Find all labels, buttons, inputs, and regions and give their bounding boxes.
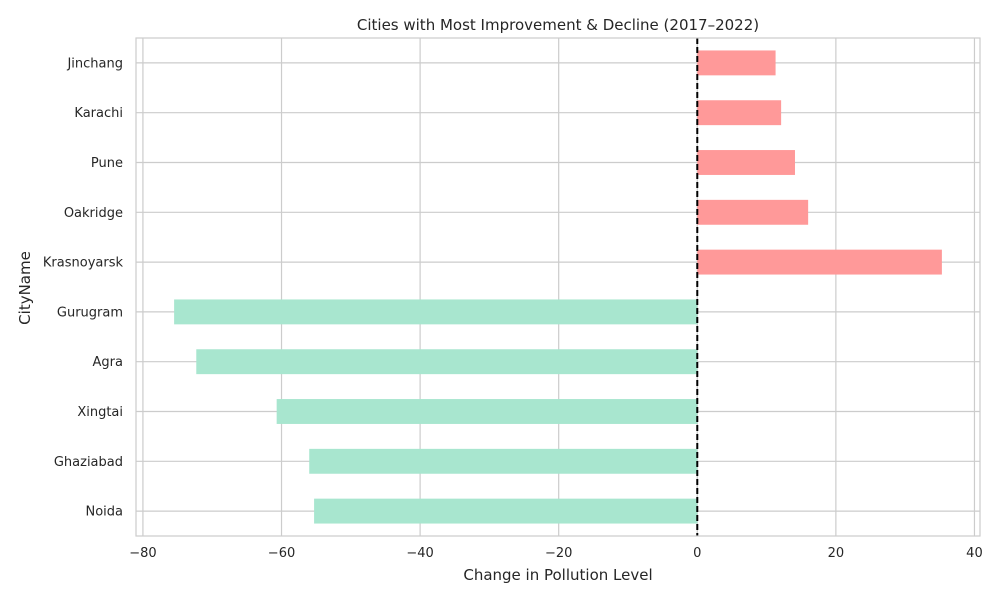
x-tick-label: 20 <box>828 546 845 561</box>
bar-ghaziabad <box>309 448 698 474</box>
x-tick-label: −40 <box>406 546 433 561</box>
y-tick-label: Noida <box>85 505 123 520</box>
bars <box>174 50 942 524</box>
x-tick-label: −20 <box>545 546 572 561</box>
x-tick-label: 0 <box>693 546 701 561</box>
y-tick-labels: Noida Ghaziabad Xingtai Agra Gurugram Krasnoy… <box>43 56 124 519</box>
y-tick-label: Xingtai <box>77 405 123 420</box>
y-tick-label: Karachi <box>74 106 123 121</box>
chart-title: Cities with Most Improvement & Decline (… <box>357 16 759 34</box>
plot-frame <box>135 37 981 537</box>
bar-jinchang <box>697 50 776 76</box>
bar-gurugram <box>174 299 698 325</box>
y-tick-label: Krasnoyarsk <box>43 256 124 271</box>
y-tick-label: Jinchang <box>66 56 123 71</box>
bar-karachi <box>697 100 782 126</box>
bar-krasnoyarsk <box>697 249 942 275</box>
y-tick-label: Agra <box>93 355 123 370</box>
bar-xingtai <box>276 399 698 424</box>
bar-pune <box>697 150 795 175</box>
x-tick-label: −60 <box>268 546 295 561</box>
x-axis-label: Change in Pollution Level <box>463 566 652 584</box>
y-tick-label: Pune <box>91 156 123 171</box>
y-tick-label: Ghaziabad <box>54 455 123 470</box>
y-tick-label: Oakridge <box>64 206 123 221</box>
x-tick-label: 40 <box>966 546 983 561</box>
bar-oakridge <box>697 199 809 225</box>
y-axis-label: CityName <box>16 251 34 325</box>
bar-noida <box>314 498 698 524</box>
y-tick-label: Gurugram <box>57 305 123 320</box>
x-tick-label: −80 <box>129 546 156 561</box>
bar-agra <box>196 349 698 375</box>
x-tick-labels: −80 −60 −40 −20 0 20 40 <box>129 546 983 561</box>
